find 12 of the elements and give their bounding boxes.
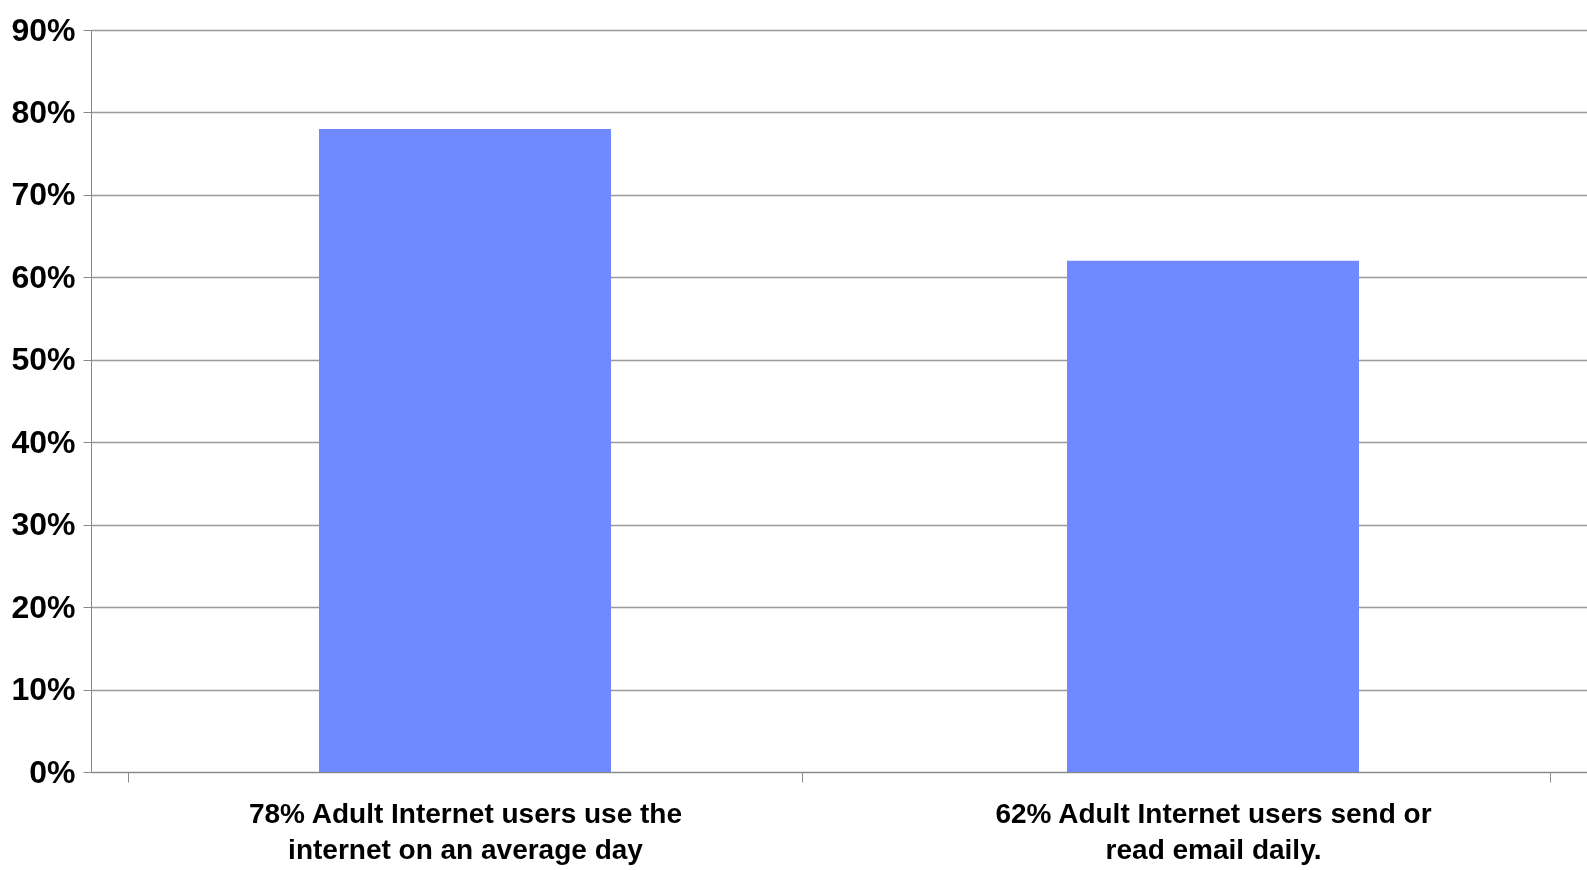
y-tick-label: 60% [11,258,76,295]
x-tick-label: 78% Adult Internet users use the internet on an average day [248,797,683,865]
y-tick-label: 0% [29,753,76,790]
y-tick-label: 50% [11,341,76,378]
y-tick-label: 40% [11,423,76,460]
y-tick-label: 10% [11,671,76,708]
y-tick-label: 30% [11,506,76,543]
y-tick-label: 90% [11,11,76,48]
y-tick-label: 80% [11,93,76,130]
y-tick-label: 70% [11,176,76,213]
y-tick-label: 20% [11,588,76,625]
x-tick-label: 62% Adult Internet users send or read email daily. [995,797,1432,865]
